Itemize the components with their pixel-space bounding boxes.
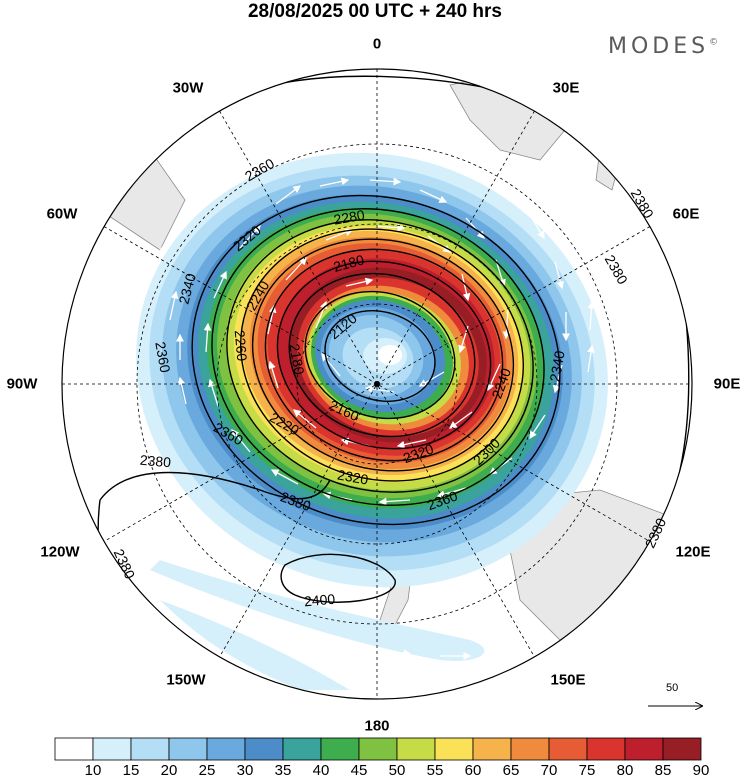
contour-label: 2180 — [332, 251, 366, 275]
contour-label-2380-left: 2380 — [111, 546, 139, 581]
brand-mark: © — [709, 37, 719, 48]
lon-label-150w: 150W — [166, 671, 206, 689]
lon-label-120w: 120W — [40, 543, 80, 561]
colorbar-tick-label: 75 — [578, 762, 596, 779]
contour-label: 2260 — [232, 329, 251, 362]
colorbar-tick-label: 10 — [84, 762, 102, 779]
south-pole-marker — [374, 381, 380, 387]
colorbar-tick-label: 70 — [540, 762, 558, 779]
colorbar-tick-label: 40 — [312, 762, 330, 779]
brand-name: MODES — [608, 34, 710, 59]
lon-label-150e: 150E — [550, 671, 586, 689]
colorbar-tick-label: 90 — [692, 762, 710, 779]
lon-label-180: 180 — [364, 717, 390, 735]
colorbar-tick-label: 65 — [502, 762, 520, 779]
contour-label: 2380 — [628, 186, 658, 221]
contour-label: 2340 — [546, 349, 567, 383]
contour-label: 2220 — [267, 409, 302, 439]
contour-label: 2380 — [642, 515, 670, 550]
contour-label: 2360 — [152, 340, 173, 374]
map-disk — [62, 69, 692, 699]
contour-label: 2240 — [243, 278, 273, 313]
contour-label: 2280 — [332, 206, 366, 227]
contour-label: 2380 — [139, 452, 172, 471]
wind-arrows — [109, 119, 646, 660]
contour-label: 2360 — [242, 155, 277, 185]
contour-label: 2360 — [211, 419, 246, 449]
lon-label-60e: 60E — [672, 205, 700, 223]
colorbar-tick-label: 30 — [236, 762, 254, 779]
contour-label: 2360 — [425, 487, 460, 513]
colorbar-tick-label: 85 — [654, 762, 672, 779]
colorbar-tick-label: 25 — [198, 762, 216, 779]
contour-label: 2160 — [327, 397, 362, 425]
brand-logo: MODES© — [608, 34, 718, 59]
lon-label-90w: 90W — [6, 375, 38, 393]
contour-label: 2400 — [303, 591, 336, 610]
lon-label-30w: 30W — [172, 79, 204, 97]
contour-label: 2320 — [230, 222, 264, 254]
lon-label-60w: 60W — [46, 205, 78, 223]
colorbar-tick-label: 45 — [350, 762, 368, 779]
colorbar-tick-label: 55 — [426, 762, 444, 779]
map-boundary — [61, 68, 693, 700]
land-masses — [94, 69, 691, 641]
contour-label: 2180 — [286, 342, 307, 376]
colorbar-tick-label: 50 — [388, 762, 406, 779]
contour-label: 2380 — [602, 252, 632, 287]
reference-vector-label: 50 — [666, 682, 679, 694]
contour-label: 2120 — [326, 310, 360, 342]
map-title: 28/08/2025 00 UTC + 240 hrs — [247, 1, 503, 22]
colorbar-tick-label: 80 — [616, 762, 634, 779]
contour-label: 2240 — [488, 366, 514, 401]
lon-label-120e: 120E — [675, 543, 711, 561]
colorbar-tick-label: 35 — [274, 762, 292, 779]
lon-label-90e: 90E — [713, 375, 741, 393]
colorbar-tick-label: 15 — [122, 762, 140, 779]
contour-label: 2320 — [401, 440, 436, 466]
contour-label: 2340 — [175, 271, 199, 305]
colorbar-swatch — [662, 737, 702, 761]
contour-label: 2300 — [470, 435, 503, 468]
contour-label: 2380 — [278, 488, 313, 514]
colorbar — [54, 737, 702, 761]
colorbar-tick-label: 20 — [160, 762, 178, 779]
colorbar-tick-label: 60 — [464, 762, 482, 779]
lon-label-30e: 30E — [552, 79, 580, 97]
contour-label: 2320 — [336, 466, 370, 487]
wind-speed-fill-south — [150, 560, 485, 690]
lon-label-0: 0 — [372, 35, 382, 53]
